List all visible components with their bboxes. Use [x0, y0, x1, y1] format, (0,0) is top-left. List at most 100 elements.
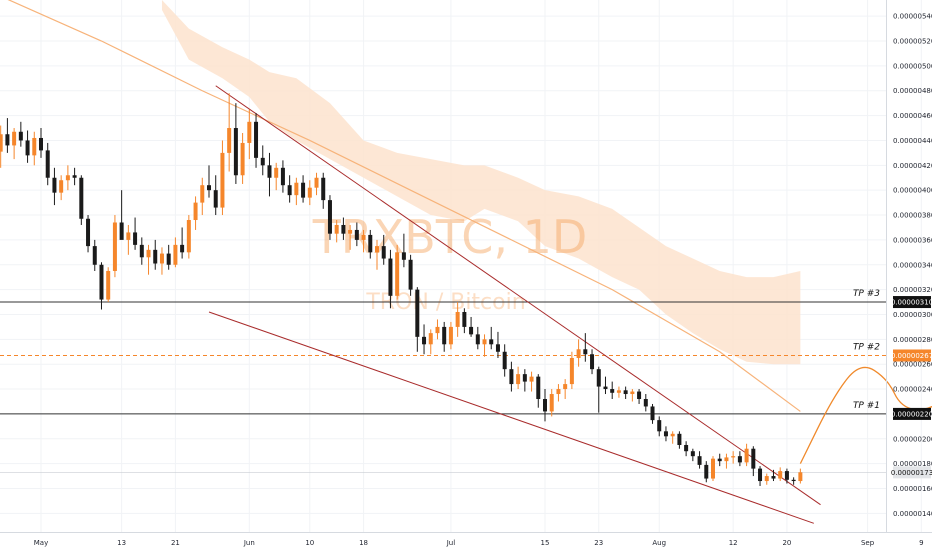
candle-body [596, 369, 601, 387]
candle-body [663, 431, 668, 437]
candle-body [0, 134, 3, 152]
candle-body [280, 167, 285, 186]
candle-body [220, 152, 225, 208]
candle-body [462, 311, 467, 327]
candle-body [401, 252, 406, 260]
candle-body [529, 376, 534, 382]
candle-body [516, 374, 521, 385]
x-tick-label: 23 [594, 539, 603, 547]
projection-path [799, 366, 932, 464]
candle-body [731, 456, 736, 458]
moving-average-line [7, 0, 801, 412]
candle-body [724, 457, 729, 462]
tp-label: TP #2 [853, 342, 880, 352]
candle-body [146, 249, 151, 258]
candle-body [576, 349, 581, 358]
x-tick-label: 12 [729, 539, 738, 547]
y-tick-label: 0.00000520 [893, 38, 932, 46]
candle-body [314, 177, 319, 188]
candle-body [623, 390, 628, 395]
y-tick-label: 0.00000320 [893, 286, 932, 294]
candle-body [469, 326, 474, 335]
x-tick-label: Aug [652, 539, 666, 547]
candle-body [509, 369, 514, 385]
candle-body [180, 244, 185, 253]
candle-body [139, 244, 144, 258]
price-badges: 0.00000310 0.00000267 0.00000220 0.00000173 [891, 296, 932, 479]
candle-body [448, 326, 453, 345]
y-tick-label: 0.00000480 [893, 87, 932, 95]
candle-body [354, 229, 359, 240]
x-tick-label: Sep [861, 539, 875, 547]
candle-body [536, 376, 541, 399]
y-tick-label: 0.00000280 [893, 336, 932, 344]
candle-body [348, 229, 353, 234]
candle-body [522, 374, 527, 382]
candle-body [233, 128, 238, 176]
candle-body [321, 177, 326, 201]
candle-body [106, 270, 111, 300]
candle-body [778, 471, 783, 479]
candle-body [112, 222, 117, 271]
candle-body [455, 311, 460, 327]
candle-body [274, 167, 279, 178]
tp-price-badge-label: 0.00000267 [891, 352, 932, 360]
price-axis[interactable]: 0.00000140 0.00000160 0.00000180 0.00000200… [886, 0, 932, 532]
last-price-badge [893, 466, 931, 479]
candle-body [771, 476, 776, 479]
candle-body [764, 476, 769, 482]
candle-body [684, 444, 689, 452]
candle-body [25, 140, 30, 156]
candle-body [435, 326, 440, 334]
x-tick-label: 20 [782, 539, 791, 547]
candle-body [254, 121, 259, 158]
y-tick-label: 0.00000440 [893, 137, 932, 145]
y-tick-label: 0.00000180 [893, 460, 932, 468]
candle-body [442, 326, 447, 345]
trendline [215, 85, 821, 506]
y-tick-label: 0.00000400 [893, 187, 932, 195]
ichimoku-cloud [161, 0, 801, 365]
candle-body [583, 349, 588, 355]
candle-body [482, 339, 487, 345]
tp-price-badge [893, 296, 931, 309]
time-axis[interactable]: May1321Jun1018Jul1523Aug1220Sep923Oct [0, 532, 932, 548]
candle-body [637, 391, 642, 399]
candle-body [86, 218, 91, 247]
candle-body [166, 253, 171, 265]
candle-body [670, 433, 675, 437]
y-tick-label: 0.00000380 [893, 212, 932, 220]
candle-body [543, 399, 547, 412]
candle-body [260, 157, 265, 166]
tp-label: TP #1 [853, 401, 880, 411]
candle-body [711, 458, 715, 479]
candle-body [99, 264, 104, 300]
candle-body [72, 175, 77, 178]
candle-body [5, 134, 10, 146]
candle-body [119, 222, 124, 240]
candle-body [126, 232, 131, 240]
candle-body [603, 386, 608, 390]
candle-body [307, 187, 312, 198]
candle-body [495, 344, 500, 352]
candle-body [12, 131, 17, 146]
x-tick-label: 10 [305, 539, 314, 547]
x-tick-label: Jun [243, 539, 255, 547]
tp-price-badge-label: 0.00000310 [891, 299, 932, 307]
candle-body [610, 389, 615, 393]
y-tick-label: 0.00000420 [893, 162, 932, 170]
candle-body [677, 433, 682, 445]
candle-body [207, 185, 211, 191]
y-tick-label: 0.00000500 [893, 62, 932, 70]
candle-body [381, 246, 386, 259]
candle-body [388, 258, 393, 296]
candle-body [247, 121, 252, 143]
y-tick-label: 0.00000540 [893, 13, 932, 21]
candle-body [502, 351, 507, 370]
cloud-area [161, 0, 801, 365]
candle-body [92, 246, 97, 265]
take-profit-levels: TP #3 TP #2 TP #1 [0, 289, 886, 473]
candle-body [395, 252, 400, 296]
candle-body [375, 246, 379, 253]
